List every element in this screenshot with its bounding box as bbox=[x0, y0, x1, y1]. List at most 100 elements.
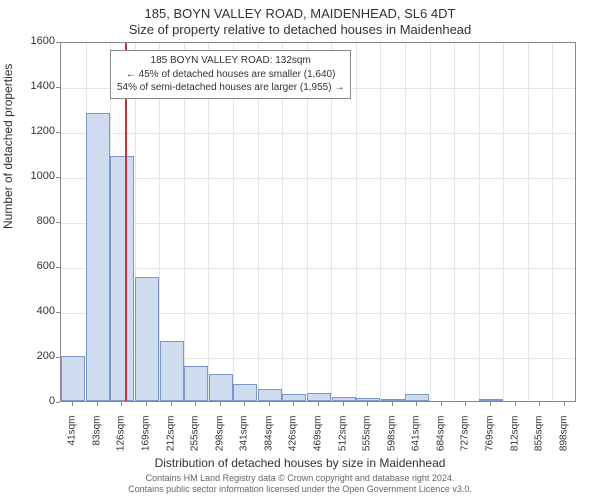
footnote: Contains HM Land Registry data © Crown c… bbox=[0, 473, 600, 496]
gridline-v bbox=[430, 43, 431, 401]
x-tick-mark bbox=[465, 402, 466, 406]
gridline-h bbox=[61, 178, 575, 179]
x-tick-mark bbox=[97, 402, 98, 406]
x-tick-label: 598sqm bbox=[386, 416, 397, 466]
gridline-v bbox=[405, 43, 406, 401]
x-tick-mark bbox=[72, 402, 73, 406]
x-tick-label: 641sqm bbox=[411, 416, 422, 466]
x-tick-label: 212sqm bbox=[165, 416, 176, 466]
x-tick-label: 255sqm bbox=[190, 416, 201, 466]
histogram-bar bbox=[86, 113, 110, 401]
x-tick-mark bbox=[367, 402, 368, 406]
x-tick-label: 769sqm bbox=[485, 416, 496, 466]
footnote-line1: Contains HM Land Registry data © Crown c… bbox=[146, 473, 455, 483]
y-tick-mark bbox=[56, 312, 60, 313]
gridline-h bbox=[61, 133, 575, 134]
footnote-line2: Contains public sector information licen… bbox=[128, 484, 472, 494]
histogram-bar bbox=[332, 397, 356, 402]
histogram-bar bbox=[381, 399, 405, 401]
x-tick-mark bbox=[293, 402, 294, 406]
x-tick-label: 727sqm bbox=[460, 416, 471, 466]
x-tick-mark bbox=[564, 402, 565, 406]
histogram-bar bbox=[110, 156, 134, 401]
x-tick-label: 126sqm bbox=[116, 416, 127, 466]
histogram-bar bbox=[184, 366, 208, 401]
x-tick-label: 41sqm bbox=[67, 416, 78, 466]
gridline-v bbox=[528, 43, 529, 401]
histogram-bar bbox=[282, 394, 306, 401]
x-tick-label: 898sqm bbox=[558, 416, 569, 466]
x-tick-mark bbox=[539, 402, 540, 406]
x-tick-label: 169sqm bbox=[141, 416, 152, 466]
x-tick-label: 426sqm bbox=[288, 416, 299, 466]
gridline-h bbox=[61, 268, 575, 269]
x-tick-mark bbox=[121, 402, 122, 406]
chart-container: 185, BOYN VALLEY ROAD, MAIDENHEAD, SL6 4… bbox=[0, 0, 600, 500]
gridline-v bbox=[454, 43, 455, 401]
histogram-bar bbox=[209, 374, 233, 401]
histogram-bar bbox=[233, 384, 257, 401]
gridline-v bbox=[356, 43, 357, 401]
y-tick-label: 800 bbox=[15, 215, 55, 227]
x-tick-mark bbox=[392, 402, 393, 406]
x-tick-label: 384sqm bbox=[263, 416, 274, 466]
histogram-bar bbox=[479, 399, 503, 401]
chart-title-line2: Size of property relative to detached ho… bbox=[0, 22, 600, 37]
y-tick-label: 400 bbox=[15, 305, 55, 317]
x-tick-mark bbox=[490, 402, 491, 406]
x-tick-mark bbox=[220, 402, 221, 406]
x-tick-mark bbox=[318, 402, 319, 406]
annotation-box: 185 BOYN VALLEY ROAD: 132sqm← 45% of det… bbox=[110, 50, 351, 99]
histogram-bar bbox=[135, 277, 159, 401]
x-tick-mark bbox=[515, 402, 516, 406]
chart-title-line1: 185, BOYN VALLEY ROAD, MAIDENHEAD, SL6 4… bbox=[0, 6, 600, 21]
x-tick-label: 469sqm bbox=[313, 416, 324, 466]
y-tick-label: 1400 bbox=[15, 80, 55, 92]
y-tick-label: 1000 bbox=[15, 170, 55, 182]
x-tick-mark bbox=[244, 402, 245, 406]
y-tick-mark bbox=[56, 267, 60, 268]
gridline-v bbox=[380, 43, 381, 401]
x-tick-label: 298sqm bbox=[214, 416, 225, 466]
histogram-bar bbox=[356, 398, 380, 401]
gridline-h bbox=[61, 223, 575, 224]
y-tick-mark bbox=[56, 87, 60, 88]
x-tick-mark bbox=[269, 402, 270, 406]
annotation-line1: 185 BOYN VALLEY ROAD: 132sqm bbox=[117, 54, 344, 68]
x-tick-mark bbox=[171, 402, 172, 406]
y-tick-mark bbox=[56, 177, 60, 178]
histogram-bar bbox=[61, 356, 85, 401]
y-tick-label: 600 bbox=[15, 260, 55, 272]
y-tick-mark bbox=[56, 42, 60, 43]
annotation-line2: ← 45% of detached houses are smaller (1,… bbox=[117, 68, 344, 82]
y-tick-label: 1200 bbox=[15, 125, 55, 137]
x-tick-mark bbox=[441, 402, 442, 406]
y-tick-label: 0 bbox=[15, 395, 55, 407]
x-tick-mark bbox=[195, 402, 196, 406]
x-tick-mark bbox=[146, 402, 147, 406]
x-tick-label: 855sqm bbox=[534, 416, 545, 466]
histogram-bar bbox=[258, 389, 282, 401]
x-tick-label: 512sqm bbox=[337, 416, 348, 466]
x-tick-label: 684sqm bbox=[435, 416, 446, 466]
x-tick-label: 341sqm bbox=[239, 416, 250, 466]
y-tick-mark bbox=[56, 222, 60, 223]
histogram-bar bbox=[405, 394, 429, 401]
y-axis-label: Number of detached properties bbox=[1, 64, 15, 229]
x-tick-mark bbox=[343, 402, 344, 406]
x-tick-mark bbox=[416, 402, 417, 406]
y-tick-label: 1600 bbox=[15, 35, 55, 47]
y-tick-mark bbox=[56, 357, 60, 358]
x-tick-label: 555sqm bbox=[362, 416, 373, 466]
y-tick-mark bbox=[56, 402, 60, 403]
annotation-line3: 54% of semi-detached houses are larger (… bbox=[117, 81, 344, 95]
gridline-v bbox=[552, 43, 553, 401]
histogram-bar bbox=[307, 393, 331, 401]
y-tick-label: 200 bbox=[15, 350, 55, 362]
gridline-v bbox=[479, 43, 480, 401]
x-tick-label: 812sqm bbox=[509, 416, 520, 466]
x-tick-label: 83sqm bbox=[91, 416, 102, 466]
gridline-v bbox=[503, 43, 504, 401]
histogram-bar bbox=[160, 341, 184, 401]
y-tick-mark bbox=[56, 132, 60, 133]
